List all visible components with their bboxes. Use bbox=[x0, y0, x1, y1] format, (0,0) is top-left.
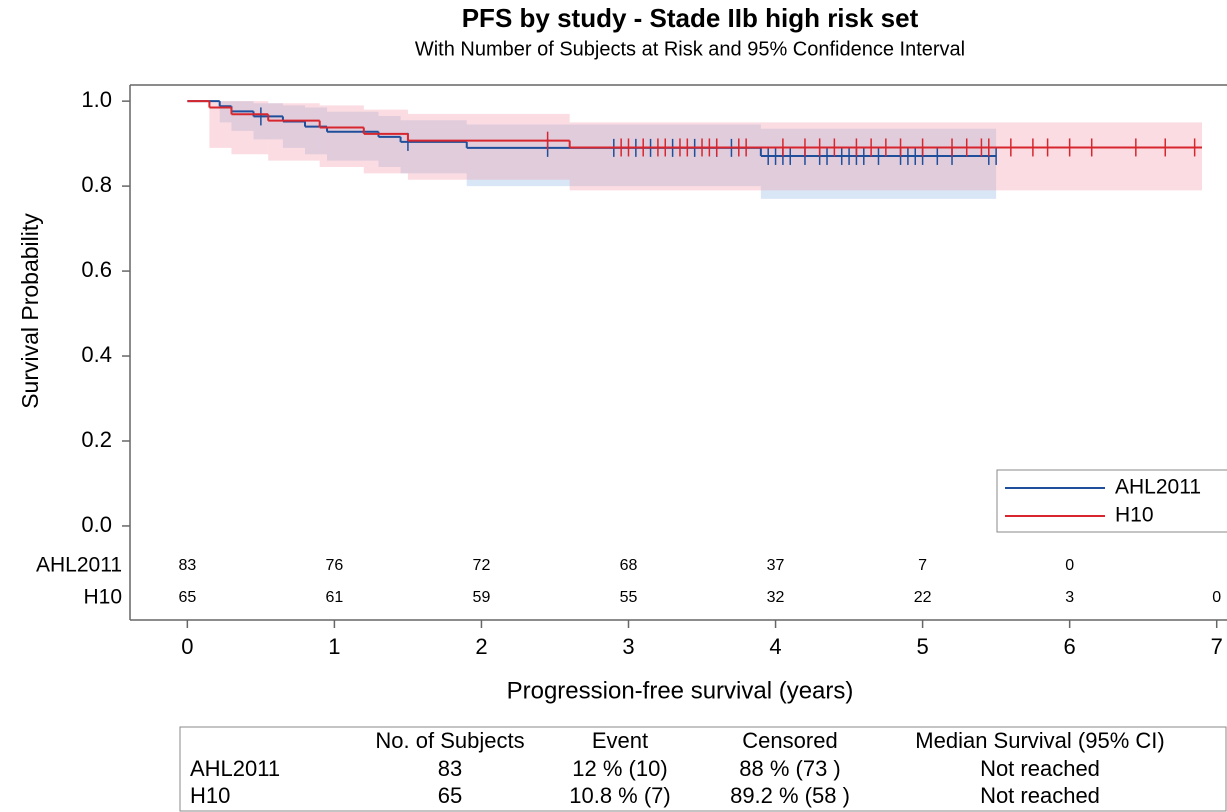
risk-count: 61 bbox=[326, 589, 344, 606]
legend-label: H10 bbox=[1115, 504, 1154, 527]
x-tick-label: 3 bbox=[622, 634, 634, 659]
x-tick-label: 6 bbox=[1064, 634, 1076, 659]
x-tick-label: 0 bbox=[181, 634, 193, 659]
summary-header: Censored bbox=[742, 728, 837, 753]
y-tick-label: 0.8 bbox=[81, 172, 112, 197]
summary-row-label: H10 bbox=[190, 783, 230, 808]
x-axis-label: Progression-free survival (years) bbox=[507, 677, 854, 704]
confidence-band bbox=[282, 105, 305, 148]
summary-cell: 89.2 % (58 ) bbox=[730, 783, 850, 808]
risk-count: 0 bbox=[1065, 557, 1074, 574]
summary-cell: 10.8 % (7) bbox=[569, 783, 671, 808]
summary-cell: 88 % (73 ) bbox=[739, 756, 841, 781]
confidence-band bbox=[327, 111, 379, 161]
legend-label: AHL2011 bbox=[1115, 476, 1201, 499]
y-axis-label: Survival Probability bbox=[17, 213, 43, 409]
ci-layer bbox=[209, 101, 1203, 199]
x-tick-label: 7 bbox=[1211, 634, 1223, 659]
y-tick-label: 0.0 bbox=[81, 512, 112, 537]
y-tick-label: 0.2 bbox=[81, 427, 112, 452]
risk-count: 3 bbox=[1065, 589, 1074, 606]
y-tick-label: 0.4 bbox=[81, 342, 112, 367]
summary-row-label: AHL2011 bbox=[190, 756, 280, 781]
y-tick-label: 0.6 bbox=[81, 257, 112, 282]
risk-count: 72 bbox=[473, 557, 491, 574]
risk-count: 76 bbox=[326, 557, 344, 574]
x-tick-label: 4 bbox=[769, 634, 781, 659]
confidence-band bbox=[319, 105, 364, 167]
summary-table-box bbox=[179, 726, 1227, 812]
risk-count: 37 bbox=[767, 557, 785, 574]
risk-count: 83 bbox=[178, 557, 196, 574]
x-tick-label: 5 bbox=[916, 634, 928, 659]
risk-count: 59 bbox=[473, 589, 491, 606]
risk-row-label: H10 bbox=[83, 586, 122, 609]
y-tick-label: 1.0 bbox=[81, 87, 112, 112]
chart-title: PFS by study - Stade IIb high risk set bbox=[462, 3, 919, 33]
confidence-band bbox=[219, 101, 232, 123]
x-tick-label: 1 bbox=[328, 634, 340, 659]
line-layer bbox=[187, 100, 1203, 165]
confidence-band bbox=[209, 101, 232, 148]
x-tick-label: 2 bbox=[475, 634, 487, 659]
summary-header: Median Survival (95% CI) bbox=[915, 728, 1164, 753]
risk-count: 22 bbox=[914, 589, 932, 606]
confidence-band bbox=[400, 120, 467, 174]
summary-cell: Not reached bbox=[980, 783, 1100, 808]
risk-count: 55 bbox=[620, 589, 638, 606]
confidence-band bbox=[231, 101, 254, 131]
legend-box bbox=[996, 469, 1227, 533]
risk-count: 7 bbox=[918, 557, 927, 574]
summary-cell: 83 bbox=[438, 756, 462, 781]
risk-row-label: AHL2011 bbox=[36, 554, 122, 577]
confidence-band bbox=[407, 113, 570, 180]
confidence-band bbox=[268, 103, 320, 161]
chart-subtitle: With Number of Subjects at Risk and 95% … bbox=[415, 38, 965, 60]
summary-cell: Not reached bbox=[980, 756, 1100, 781]
confidence-band bbox=[304, 107, 328, 155]
risk-count: 0 bbox=[1212, 589, 1221, 606]
confidence-band bbox=[378, 116, 401, 167]
summary-header: Event bbox=[592, 728, 648, 753]
summary-cell: 65 bbox=[438, 783, 462, 808]
summary-cell: 12 % (10) bbox=[572, 756, 667, 781]
risk-count: 68 bbox=[620, 557, 638, 574]
risk-count: 32 bbox=[767, 589, 785, 606]
confidence-band bbox=[231, 101, 269, 155]
summary-header: No. of Subjects bbox=[375, 728, 524, 753]
risk-count: 65 bbox=[178, 589, 196, 606]
